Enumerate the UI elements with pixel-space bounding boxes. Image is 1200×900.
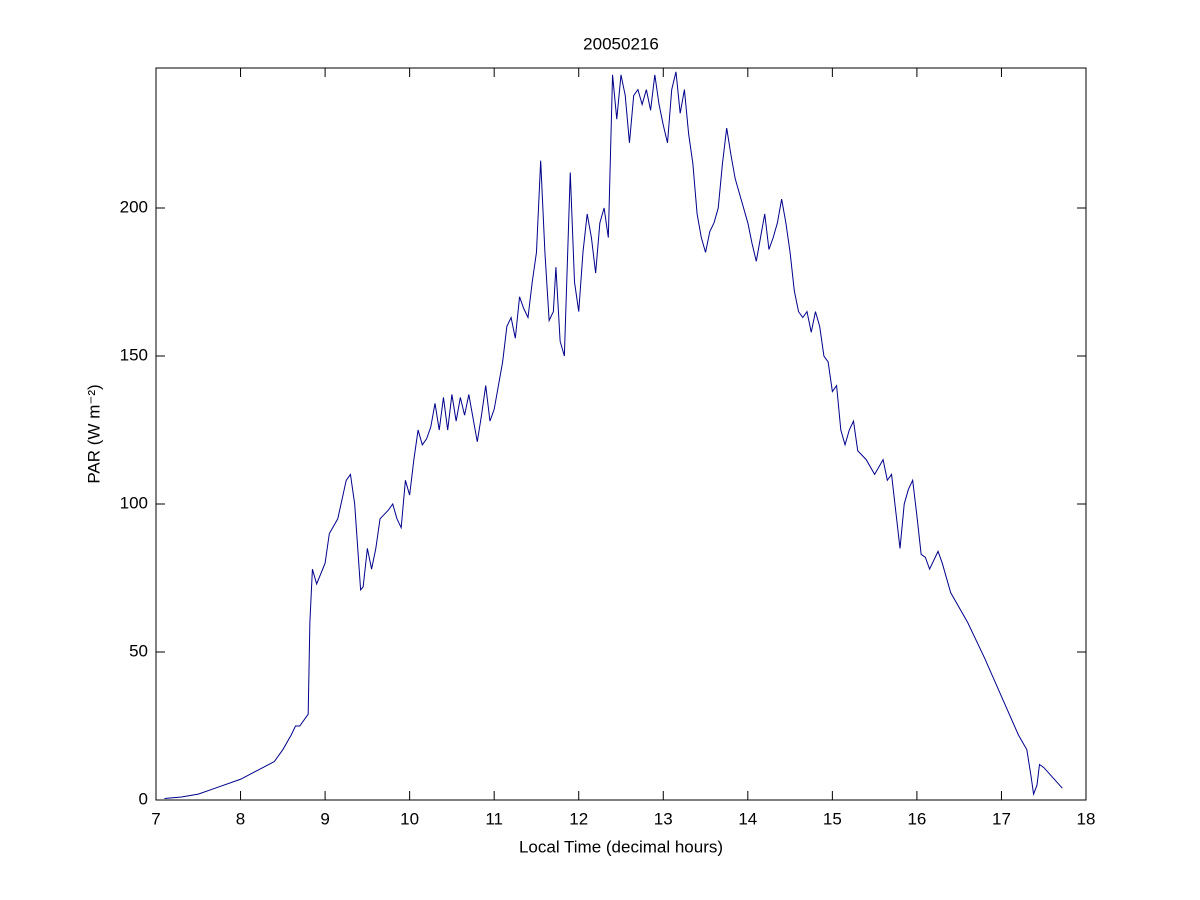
y-tick-label: 100 (120, 493, 148, 512)
x-tick-label: 17 (992, 809, 1011, 828)
x-tick-label: 9 (320, 809, 329, 828)
x-tick-label: 11 (485, 809, 503, 828)
x-tick-label: 15 (823, 809, 842, 828)
x-tick-label: 12 (569, 809, 588, 828)
chart-title: 20050216 (583, 34, 659, 53)
x-tick-label: 16 (907, 809, 926, 828)
plot-frame (155, 67, 1087, 801)
x-tick-label: 8 (236, 809, 245, 828)
x-tick-label: 7 (151, 809, 160, 828)
y-tick-label: 50 (129, 641, 148, 660)
y-tick-label: 200 (120, 197, 148, 216)
x-tick-label: 10 (400, 809, 419, 828)
y-tick-label: 0 (139, 789, 148, 808)
data-line (164, 71, 1063, 800)
y-axis-label: PAR (W m⁻²) (84, 384, 103, 483)
x-axis-label: Local Time (decimal hours) (519, 837, 723, 856)
x-tick-label: 14 (738, 809, 757, 828)
y-tick-label: 150 (120, 345, 148, 364)
x-tick-label: 13 (654, 809, 673, 828)
x-tick-label: 18 (1077, 809, 1096, 828)
